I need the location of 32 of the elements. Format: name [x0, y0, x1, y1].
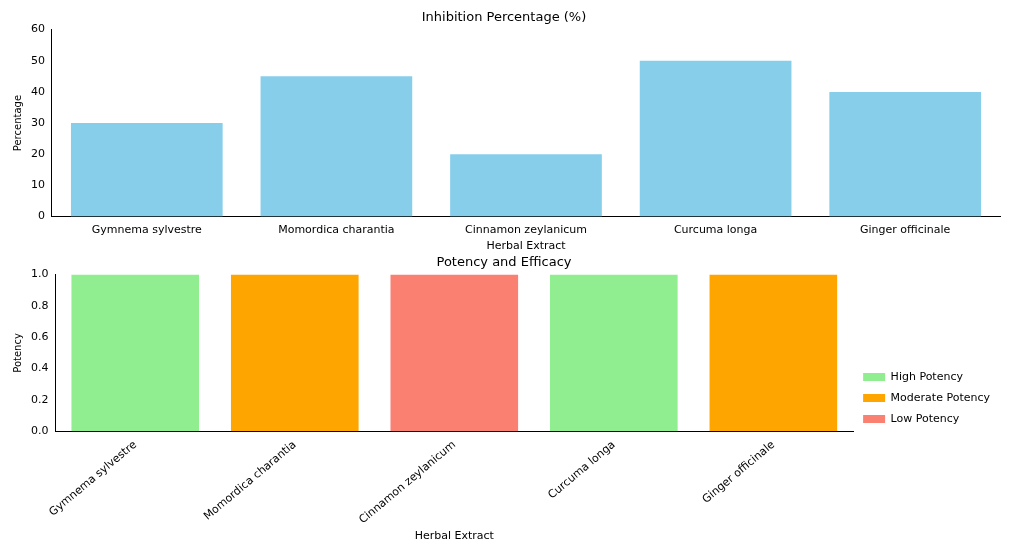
- bar: [70, 123, 223, 217]
- y-tick-label: 10: [31, 178, 45, 192]
- legend-label: High Potency: [890, 369, 964, 383]
- y-tick-label: 50: [31, 53, 45, 67]
- x-axis-title: Herbal Extract: [486, 239, 567, 253]
- x-tick-label: Curcuma longa: [673, 223, 758, 237]
- x-tick-label: Ginger officinale: [860, 223, 951, 237]
- y-tick-label: 0.0: [30, 424, 49, 438]
- chart-title: Potency and Efficacy: [436, 254, 572, 270]
- x-tick-label: Momordica charantia: [278, 223, 395, 237]
- y-tick-label: 0.6: [30, 330, 49, 344]
- chart-title: Inhibition Percentage (%): [421, 9, 587, 25]
- y-axis-title: Potency: [11, 333, 23, 373]
- y-tick-label: 0: [38, 209, 45, 223]
- y-tick-label: 0.4: [30, 361, 49, 375]
- y-tick-label: 60: [31, 22, 45, 36]
- y-tick-label: 0.8: [30, 298, 49, 312]
- bar: [639, 60, 792, 217]
- y-tick-label: 1.0: [30, 267, 49, 281]
- legend-label: Low Potency: [890, 411, 960, 425]
- y-axis-title: Percentage: [11, 94, 23, 152]
- legend-label: Moderate Potency: [890, 390, 991, 404]
- bar: [450, 154, 602, 217]
- y-tick-label: 20: [31, 147, 45, 161]
- y-tick-label: 30: [31, 115, 45, 129]
- bar: [260, 76, 413, 217]
- y-tick-label: 40: [31, 84, 45, 98]
- y-tick-label: 0.2: [30, 392, 49, 406]
- x-tick-label: Gymnema sylvestre: [91, 223, 203, 237]
- x-axis-title: Herbal Extract: [414, 529, 495, 543]
- bar: [829, 91, 982, 217]
- x-tick-label: Cinnamon zeylanicum: [465, 223, 587, 237]
